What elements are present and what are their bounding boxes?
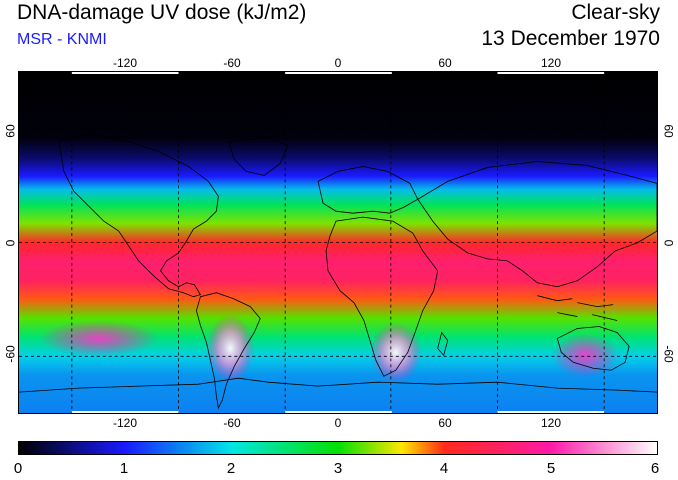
bottom-lon-tick-label: 120 xyxy=(540,416,562,430)
left-lat-tick-label: -60 xyxy=(3,345,18,363)
uv-dose-map xyxy=(18,71,658,414)
coastlines xyxy=(19,133,657,410)
asia-coast xyxy=(417,161,657,288)
sky-condition-label: Clear-sky xyxy=(571,1,660,24)
right-lat-tick-label: 0 xyxy=(661,239,676,247)
pacific-hotspot xyxy=(38,320,159,357)
antarctica-coast xyxy=(19,377,657,393)
southern-africa-hotspot xyxy=(369,322,422,383)
top-lon-tick-label: 0 xyxy=(334,56,342,70)
source-label: MSR - KNMI xyxy=(17,31,107,48)
colorbar-label: 0 xyxy=(13,460,23,477)
australia-hotspot xyxy=(551,333,620,378)
top-lon-tick-label: -120 xyxy=(112,56,138,70)
colorbar xyxy=(18,441,658,455)
greenland-coast xyxy=(227,137,289,176)
colorbar-label: 6 xyxy=(650,460,660,477)
bottom-lon-tick-label: 0 xyxy=(334,416,342,430)
south-america-hotspot xyxy=(206,314,255,383)
bottom-lon-tick-label: 60 xyxy=(438,416,452,430)
gridlines xyxy=(19,72,657,413)
colorbar-label: 5 xyxy=(546,460,556,477)
top-lon-tick-label: -60 xyxy=(223,56,241,70)
indonesia-islands xyxy=(537,295,618,321)
africa-coast xyxy=(325,216,439,377)
colorbar-label: 2 xyxy=(226,460,236,477)
date-label: 13 December 1970 xyxy=(481,27,660,50)
map-title: DNA-damage UV dose (kJ/m2) xyxy=(17,1,307,24)
left-lat-tick-label: 0 xyxy=(3,239,18,247)
left-lat-tick-label: 60 xyxy=(3,124,18,138)
south-america-coast xyxy=(196,292,261,410)
colorbar-label: 4 xyxy=(439,460,449,477)
top-lon-tick-label: 120 xyxy=(540,56,562,70)
colorbar-label: 1 xyxy=(119,460,129,477)
bottom-lon-tick-label: -120 xyxy=(112,416,138,430)
bottom-lon-tick-label: -60 xyxy=(223,416,241,430)
madagascar-coast xyxy=(437,331,449,357)
right-lat-tick-label: 60 xyxy=(661,124,676,138)
colorbar-label: 3 xyxy=(333,460,343,477)
europe-coast xyxy=(317,166,419,214)
frame-ticks xyxy=(71,72,605,413)
australia-coast xyxy=(556,326,630,371)
top-lon-tick-label: 60 xyxy=(438,56,452,70)
right-lat-tick-label: -60 xyxy=(661,345,676,363)
